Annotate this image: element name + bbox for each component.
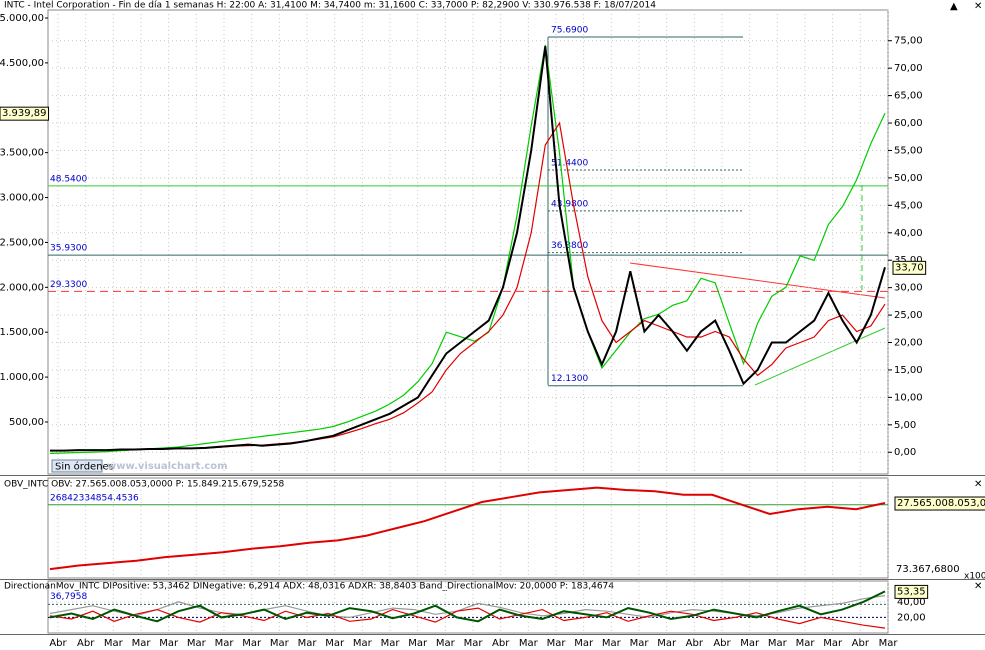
y-tick-label: 25,00 (894, 310, 923, 321)
y2-tick-label: 500,00 (9, 417, 44, 428)
x-tick-label: Abr (852, 638, 870, 649)
x-tick-label: Mar (436, 638, 456, 649)
y2-tick-label: 1.500,00 (0, 327, 44, 338)
x-tick-label: Abr (713, 638, 731, 649)
x-tick-label: Mar (740, 638, 760, 649)
x-tick-label: Abr (492, 638, 510, 649)
x-tick-label: Mar (353, 638, 373, 649)
x-tick-label: Mar (464, 638, 484, 649)
level-label: 48.5400 (50, 174, 87, 184)
y-tick-label: 15,00 (894, 365, 923, 376)
y-tick-label: 5,00 (894, 420, 916, 431)
current-value-label: 33,70 (895, 262, 924, 273)
x-tick-label: Mar (796, 638, 816, 649)
x-tick-label: Mar (298, 638, 318, 649)
chart-title: INTC - Intel Corporation - Fin de día 1 … (4, 1, 656, 11)
y2-tick-label: 3.500,00 (0, 148, 44, 159)
dmi-title: DirectionanMov_INTC DIPositive: 53,3462 … (4, 582, 614, 592)
fib-label: 43.9800 (551, 199, 588, 209)
level-label: 29.3300 (50, 280, 87, 290)
current-value-box (892, 260, 927, 275)
obv-frame (47, 477, 889, 579)
current-value-label: 53,35 (897, 586, 926, 597)
x-tick-label: Mar (242, 638, 262, 649)
y-tick-label: 55,00 (894, 145, 923, 156)
y2-tick-label: 1.000,00 (0, 372, 44, 383)
close-button[interactable]: ✕ (974, 479, 982, 490)
current-value-box (894, 584, 929, 599)
y-tick-label: 20,00 (894, 338, 923, 349)
y-tick-label: 50,00 (894, 173, 923, 184)
y-tick-label: 60,00 (894, 118, 923, 129)
y-tick-label: 30,00 (894, 283, 923, 294)
x-tick-label: Mar (104, 638, 124, 649)
close-button[interactable]: ✕ (974, 1, 982, 12)
current-value-label: 3.939,89 (2, 108, 47, 119)
level-label: 35.9300 (50, 244, 87, 254)
level-label: 36,7958 (50, 592, 87, 602)
x-tick-label: Mar (547, 638, 567, 649)
y-tick-label: 20,00 (897, 612, 926, 623)
x-tick-label: Abr (49, 638, 67, 649)
y-tick-label: 45,00 (894, 200, 923, 211)
x-tick-label: Mar (215, 638, 235, 649)
x-tick-label: Mar (159, 638, 179, 649)
x-tick-label: Mar (187, 638, 207, 649)
x-tick-label: Mar (879, 638, 899, 649)
x-tick-label: Mar (630, 638, 650, 649)
series-line (50, 46, 886, 452)
orders-button[interactable] (51, 459, 103, 473)
fib-label: 75.6900 (551, 25, 588, 35)
y-tick-label: 70,00 (894, 63, 923, 74)
window-buttons[interactable]: ▲ ✕ ✕ ✕ (950, 1, 982, 592)
y2-tick-label: 4.500,00 (0, 58, 44, 69)
fib-label: 12.1300 (551, 374, 588, 384)
watermark: www.visualchart.com (107, 461, 228, 472)
current-value-box (894, 496, 985, 511)
y-tick-label: 40,00 (897, 597, 926, 608)
current-value-box (0, 106, 50, 121)
trend-line (754, 327, 886, 386)
y-tick-label: 40,00 (894, 228, 923, 239)
y2-tick-label: 5.000,00 (0, 13, 44, 24)
y-tick-label: 0,00 (894, 447, 916, 458)
x-tick-label: Mar (574, 638, 594, 649)
x-tick-label: Mar (381, 638, 401, 649)
y-tick-label: 73.367,6800 (896, 564, 960, 575)
x-tick-label: Abr (77, 638, 95, 649)
series-line (49, 590, 886, 623)
y-tick-label: 75,00 (894, 36, 923, 47)
y2-tick-label: 3.000,00 (0, 193, 44, 204)
current-value-label: 27.565.008.053,000 (897, 498, 985, 509)
orders-button-label[interactable]: Sin órdenes (55, 461, 114, 473)
x-tick-label: Mar (325, 638, 345, 649)
x-tick-label: Mar (768, 638, 788, 649)
scale-note: x10000 (964, 572, 985, 582)
x-tick-label: Mar (270, 638, 290, 649)
x-tick-label: Mar (408, 638, 428, 649)
series-line (49, 44, 886, 454)
x-tick-label: Mar (823, 638, 843, 649)
x-tick-label: Mar (602, 638, 622, 649)
close-button[interactable]: ✕ (974, 581, 982, 592)
y2-tick-label: 2.500,00 (0, 237, 44, 248)
obv-title: OBV_INTC OBV: 27.565.008.053,0000 P: 15.… (4, 480, 285, 490)
series-line (49, 486, 886, 571)
x-tick-label: Mar (519, 638, 539, 649)
level-label: 26842334854.4536 (50, 493, 139, 503)
y-tick-label: 35,00 (894, 255, 923, 266)
fib-label: 51.4400 (551, 158, 588, 168)
x-tick-label: Abr (686, 638, 704, 649)
x-tick-label: Mar (132, 638, 152, 649)
y-tick-label: 65,00 (894, 91, 923, 102)
y2-tick-label: 2.000,00 (0, 282, 44, 293)
x-tick-label: Mar (657, 638, 677, 649)
y-tick-label: 10,00 (894, 392, 923, 403)
up-button[interactable]: ▲ (950, 1, 958, 12)
trend-line (629, 262, 886, 299)
